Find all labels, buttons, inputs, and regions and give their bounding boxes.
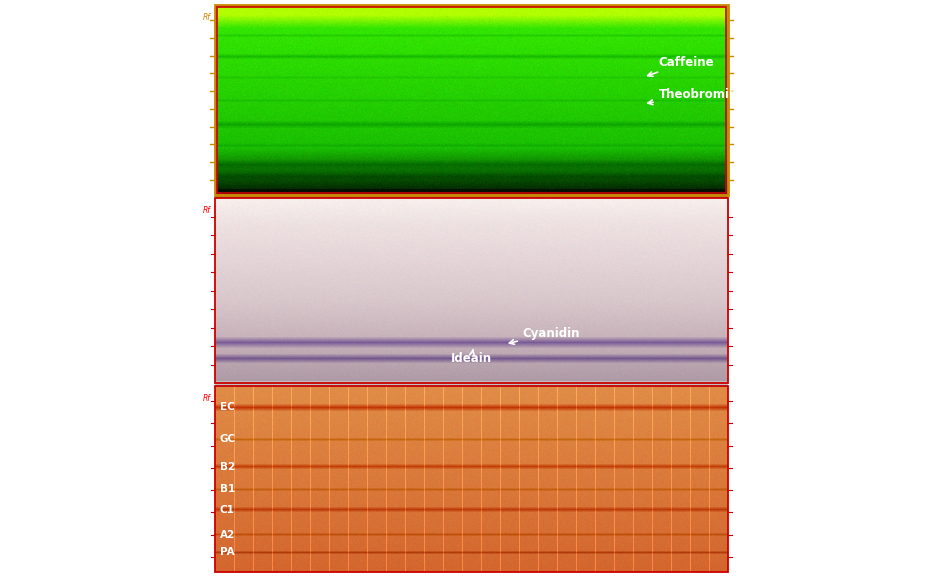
- Text: Cyanidin: Cyanidin: [510, 327, 580, 344]
- Text: Rf: Rf: [203, 206, 211, 215]
- Bar: [215, 5, 728, 195]
- Bar: [217, 7, 726, 193]
- Text: B1: B1: [220, 484, 235, 494]
- Text: PA: PA: [220, 547, 234, 558]
- Text: Rf: Rf: [203, 13, 211, 22]
- Text: Ideain: Ideain: [451, 350, 492, 365]
- Text: Theobromine: Theobromine: [648, 88, 746, 105]
- Text: B2: B2: [220, 462, 235, 472]
- Bar: [215, 386, 728, 572]
- Text: EC: EC: [220, 403, 234, 412]
- Text: GC: GC: [220, 434, 236, 444]
- Text: Caffeine: Caffeine: [647, 55, 714, 76]
- Text: A2: A2: [220, 530, 235, 540]
- Bar: [215, 198, 728, 383]
- Text: Rf: Rf: [203, 394, 211, 403]
- Text: C1: C1: [220, 505, 235, 515]
